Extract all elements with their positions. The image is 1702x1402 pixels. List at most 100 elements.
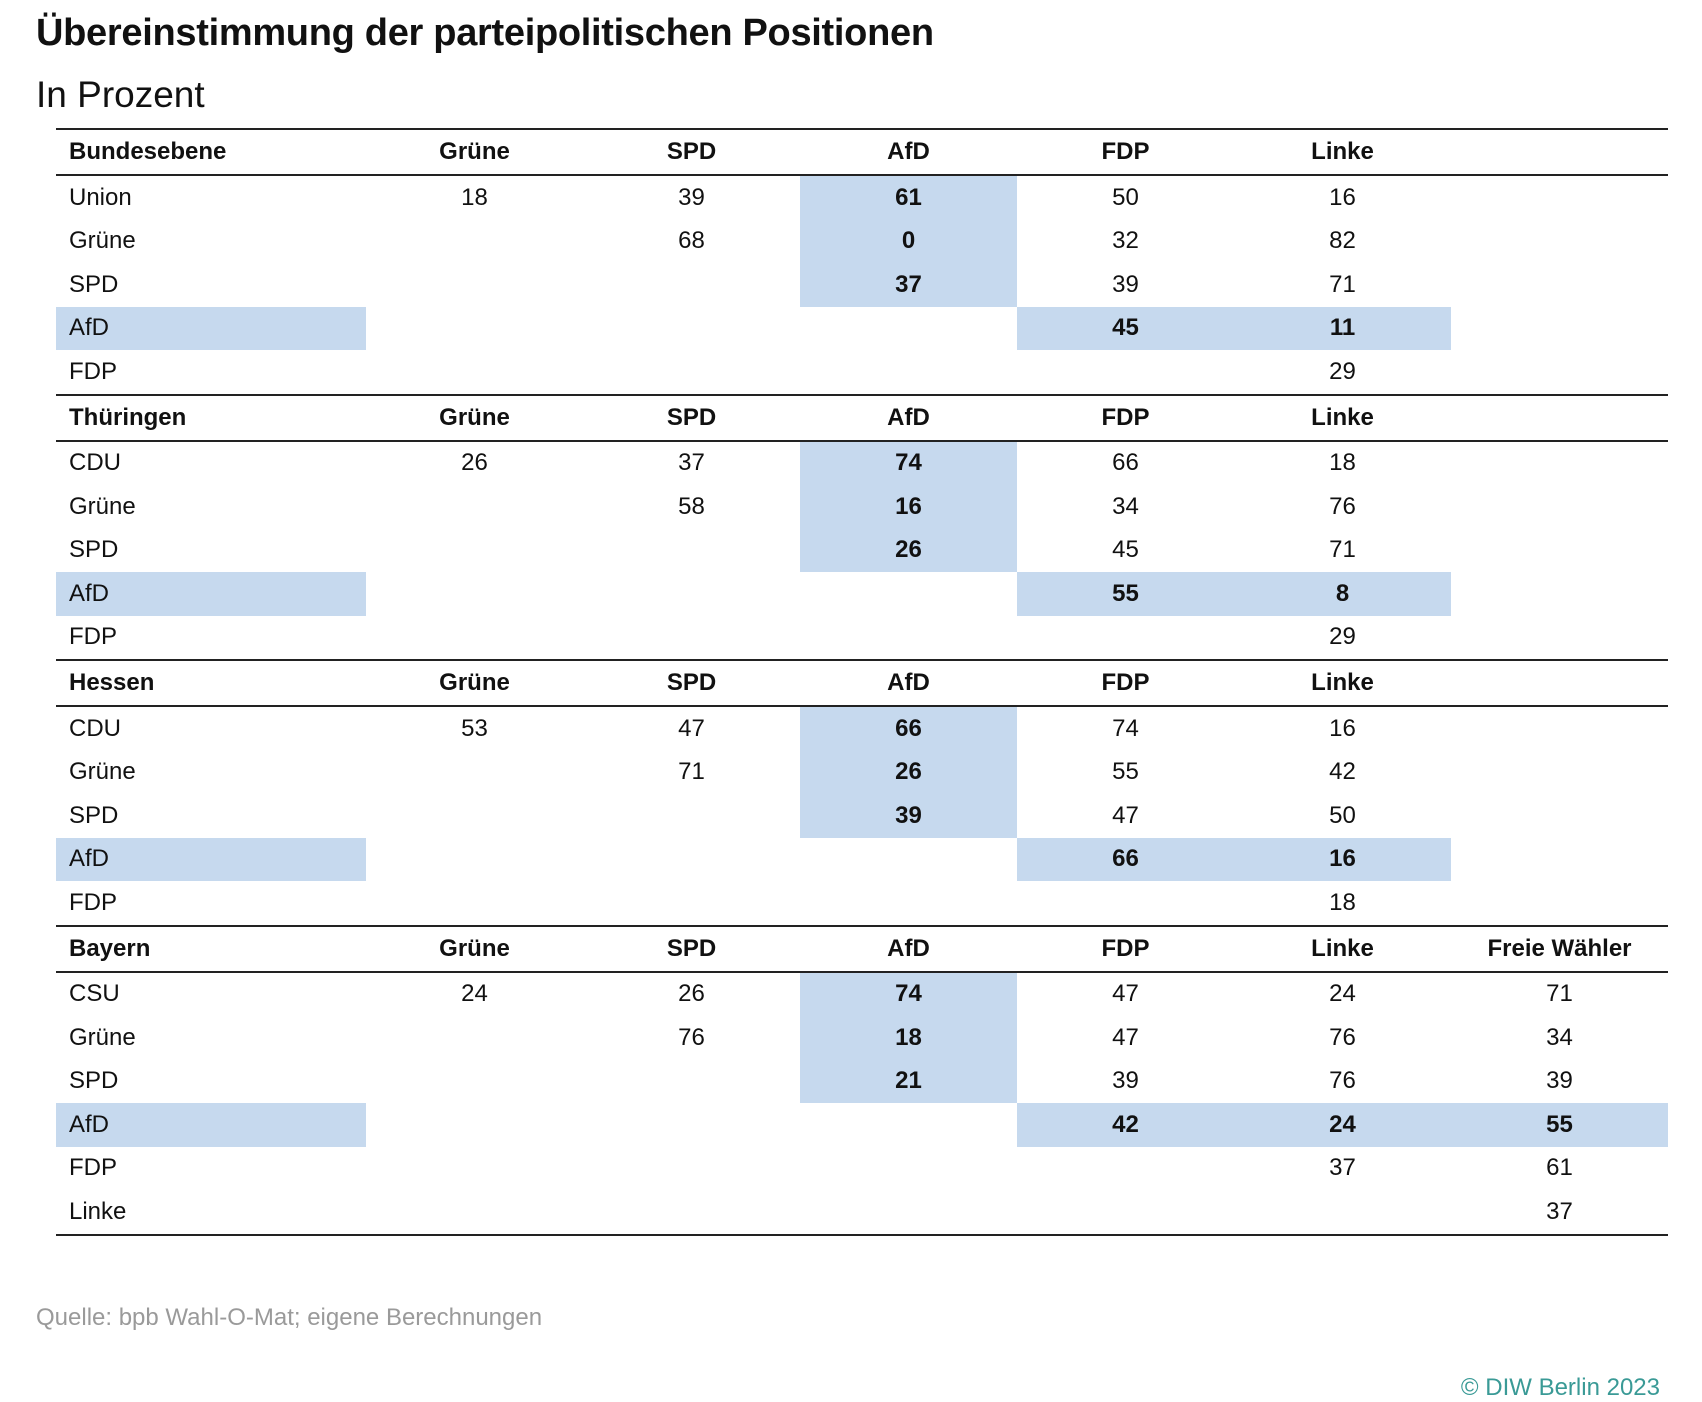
row-label: Linke <box>56 1190 366 1236</box>
row-label: AfD <box>56 1103 366 1147</box>
column-header: SPD <box>583 393 800 442</box>
table-cell: 18 <box>461 183 488 211</box>
table-cell <box>1017 1147 1234 1191</box>
table-cell: 42 <box>1017 1103 1234 1147</box>
table-cell: 76 <box>1329 1067 1356 1095</box>
table-cell <box>366 1016 583 1060</box>
table-cell <box>1234 1190 1451 1236</box>
column-header: AfD <box>800 128 1017 176</box>
column-header: FDP <box>1017 128 1234 176</box>
table-row: AfD 66 16 <box>56 837 1668 882</box>
column-header: Grüne <box>366 393 583 442</box>
table-cell <box>366 794 583 838</box>
table-cell <box>1451 751 1668 795</box>
table-cell: 55 <box>1112 758 1139 786</box>
source-note: Quelle: bpb Wahl-O-Mat; eigene Berechnun… <box>36 1304 543 1331</box>
table-cell <box>366 616 583 661</box>
row-label: FDP <box>69 357 117 385</box>
column-header: Grüne <box>366 128 583 176</box>
row-label: CDU <box>69 449 121 477</box>
table-cell <box>583 572 800 616</box>
copyright-note: © DIW Berlin 2023 <box>1460 1374 1660 1401</box>
table-cell: 61 <box>800 175 1017 220</box>
table-cell <box>583 838 800 882</box>
table-cell <box>366 1103 583 1147</box>
row-label: SPD <box>69 270 119 298</box>
table-cell: 16 <box>1234 837 1451 881</box>
column-header <box>1451 393 1668 442</box>
table-cell <box>366 350 583 395</box>
row-label: CSU <box>69 980 120 1008</box>
column-header: SPD <box>583 659 800 707</box>
row-label: SPD <box>69 536 119 564</box>
table-cell: 66 <box>800 706 1017 751</box>
table-cell <box>800 881 1017 926</box>
table-row: FDP 29 <box>56 616 1668 661</box>
table-cell <box>1451 441 1668 486</box>
table-cell: 71 <box>1546 980 1573 1008</box>
table-cell <box>1451 307 1668 351</box>
section-header-row: Thüringen Grüne SPD AfD FDP Linke <box>56 393 1668 442</box>
table-row: CSU 24 26 74 47 24 71 <box>56 971 1668 1016</box>
table-row: Grüne 68 0 32 82 <box>56 219 1668 263</box>
table-row: Linke 37 <box>56 1190 1668 1236</box>
table-row: AfD 45 11 <box>56 306 1668 351</box>
table-cell: 55 <box>1017 572 1234 616</box>
table-cell: 50 <box>1112 183 1139 211</box>
table-cell <box>1451 706 1668 751</box>
section-title: Thüringen <box>56 393 366 442</box>
table-cell: 45 <box>1017 306 1234 350</box>
table-cell <box>583 529 800 573</box>
table-cell <box>583 263 800 307</box>
column-header <box>1451 659 1668 707</box>
column-header: FDP <box>1017 659 1234 707</box>
row-label: Union <box>69 183 132 211</box>
column-header: Grüne <box>366 659 583 707</box>
table-cell: 21 <box>800 1059 1017 1103</box>
table-cell <box>800 572 1017 616</box>
table-cell: 39 <box>678 183 705 211</box>
table-cell <box>1451 881 1668 926</box>
column-header <box>1451 128 1668 176</box>
table-cell: 39 <box>1112 1067 1139 1095</box>
table-cell <box>1451 529 1668 573</box>
row-label: CDU <box>69 714 121 742</box>
table-cell <box>800 1147 1017 1191</box>
table-cell: 16 <box>1329 714 1356 742</box>
table-row: SPD 37 39 71 <box>56 263 1668 307</box>
table-cell: 71 <box>1329 536 1356 564</box>
table-cell: 24 <box>1234 1103 1451 1147</box>
table-cell <box>800 350 1017 395</box>
table-cell <box>800 307 1017 351</box>
table-row: SPD 21 39 76 39 <box>56 1059 1668 1103</box>
table-row: SPD 26 45 71 <box>56 528 1668 573</box>
table-cell: 74 <box>800 440 1017 485</box>
table-cell: 76 <box>1329 492 1356 520</box>
row-label: Grüne <box>69 492 136 520</box>
table-cell <box>1017 1190 1234 1236</box>
table-cell <box>1451 572 1668 616</box>
table-cell <box>366 485 583 529</box>
table-cell <box>366 307 583 351</box>
table-cell <box>366 1190 583 1236</box>
table-cell: 24 <box>1329 980 1356 1008</box>
table-row: Grüne 71 26 55 42 <box>56 750 1668 795</box>
table-cell <box>583 350 800 395</box>
page-title: Übereinstimmung der parteipolitischen Po… <box>36 12 934 54</box>
table-cell: 76 <box>1329 1023 1356 1051</box>
table-cell <box>1451 794 1668 838</box>
table-cell <box>1451 616 1668 661</box>
row-label: AfD <box>56 306 366 350</box>
table-cell <box>1451 485 1668 529</box>
table-row: FDP 29 <box>56 350 1668 395</box>
table-cell: 71 <box>678 758 705 786</box>
column-header: FDP <box>1017 393 1234 442</box>
row-label: SPD <box>69 1067 119 1095</box>
table-cell: 39 <box>1546 1067 1573 1095</box>
table-cell: 18 <box>800 1016 1017 1060</box>
table-cell: 18 <box>1329 888 1356 916</box>
column-header: Linke <box>1234 393 1451 442</box>
table-cell: 39 <box>1112 270 1139 298</box>
column-header: AfD <box>800 659 1017 707</box>
table-cell <box>366 881 583 926</box>
